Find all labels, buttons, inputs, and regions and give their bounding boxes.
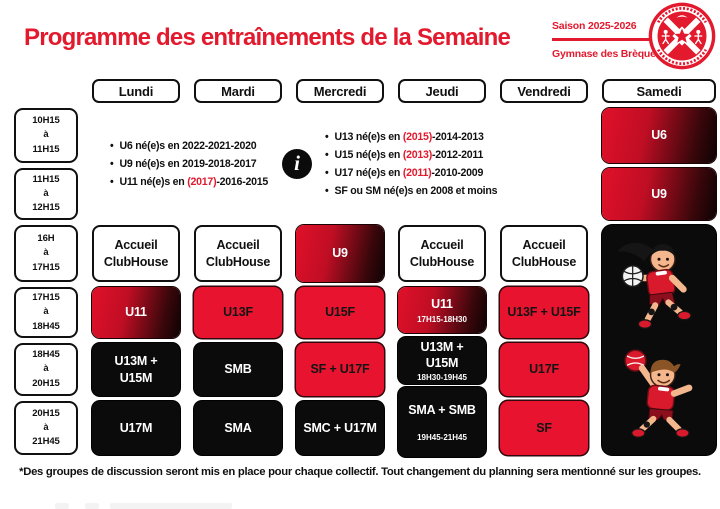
day-header-mardi: Mardi [194,79,282,103]
time-slot-1015-1115: 10H15 à 11H15 [14,108,78,163]
cropped-edge-artifact [110,503,232,509]
cell-lundi-1845: U13M + U15M [92,343,180,396]
boy-handball-player-illustration [624,349,693,438]
time-slot-1115-1215: 11H15 à 12H15 [14,168,78,220]
age-rule-u17: U17 né(e)s en (2011)-2010-2009 [325,164,497,182]
day-header-jeudi: Jeudi [398,79,486,103]
cell-vendredi-16h: Accueil ClubHouse [500,225,588,282]
cell-lundi-1715: U11 [92,287,180,338]
age-groups-list-right: U13 né(e)s en (2015)-2014-2013 U15 né(e)… [325,128,498,201]
samedi-players-cell [602,225,716,455]
cell-mercredi-16h: U9 [296,225,384,282]
time-slot-2015-2145: 20H15 à 21H45 [14,401,78,455]
cell-mardi-1845: SMB [194,343,282,396]
cell-lundi-2015: U17M [92,401,180,455]
cell-samedi-u6: U6 [602,108,716,163]
cell-vendredi-1845: U17F [500,343,588,396]
age-rule-u15: U15 né(e)s en (2013)-2012-2011 [325,146,497,164]
age-rule-u13: U13 né(e)s en (2015)-2014-2013 [325,128,497,146]
cell-mardi-2015: SMA [194,401,282,455]
cell-mercredi-1715: U15F [296,287,384,338]
day-header-lundi: Lundi [92,79,180,103]
day-header-mercredi: Mercredi [296,79,384,103]
cell-vendredi-1715: U13F + U15F [500,287,588,338]
season-divider [552,38,652,41]
cell-vendredi-2015: SF [500,401,588,455]
cell-jeudi-2015: SMA + SMB 19H45-21H45 [398,387,486,457]
season-label: Saison 2025-2026 [552,20,637,32]
cell-mercredi-2015: SMC + U17M [296,401,384,455]
cropped-edge-artifact [85,503,99,509]
cell-jeudi-1715: U11 17H15-18H30 [398,287,486,333]
girl-handball-player-illustration [617,243,692,330]
cropped-edge-artifact [55,503,69,509]
day-header-samedi: Samedi [602,79,716,103]
cell-jeudi-1845: U13M + U15M 18H30-19H45 [398,337,486,384]
time-slot-1715-1845: 17H15 à 18H45 [14,287,78,338]
page-title: Programme des entraînements de la Semain… [24,24,511,51]
cell-jeudi-16h: Accueil ClubHouse [398,225,486,282]
cell-mardi-16h: Accueil ClubHouse [194,225,282,282]
age-rule-u6: U6 né(e)s en 2022-2021-2020 [110,137,268,155]
club-crest-icon [648,2,716,70]
cell-mardi-1715: U13F [194,287,282,338]
cell-mercredi-1845: SF + U17F [296,343,384,396]
age-rule-u11: U11 né(e)s en (2017)-2016-2015 [110,173,268,191]
day-header-vendredi: Vendredi [500,79,588,103]
season-block: Saison 2025-2026 Gymnase des Brèques [552,20,662,60]
age-rule-sf-sm: SF ou SM né(e)s en 2008 et moins [325,182,498,200]
cell-lundi-16h: Accueil ClubHouse [92,225,180,282]
footer-note: *Des groupes de discussion seront mis en… [19,466,701,478]
time-slot-16h-1715: 16H à 17H15 [14,225,78,282]
age-rule-u9: U9 né(e)s en 2019-2018-2017 [110,155,268,173]
age-groups-info-panel: U6 né(e)s en 2022-2021-2020 U9 né(e)s en… [92,108,588,220]
age-groups-list-left: U6 né(e)s en 2022-2021-2020 U9 né(e)s en… [110,137,268,192]
time-slot-1845-2015: 18H45 à 20H15 [14,343,78,396]
schedule-board: Lundi Mardi Mercredi Jeudi Vendredi Same… [14,79,716,457]
info-icon: i [282,149,313,179]
venue-label: Gymnase des Brèques [552,47,662,60]
cell-samedi-u9: U9 [602,168,716,220]
